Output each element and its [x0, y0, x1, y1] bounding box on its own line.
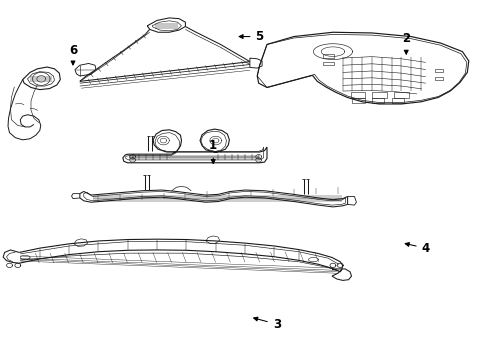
Text: 1: 1 — [209, 139, 217, 163]
Text: 5: 5 — [239, 30, 264, 43]
Text: 3: 3 — [254, 317, 281, 331]
Text: 2: 2 — [402, 32, 410, 54]
Text: 4: 4 — [405, 242, 430, 255]
Text: 6: 6 — [69, 44, 77, 65]
